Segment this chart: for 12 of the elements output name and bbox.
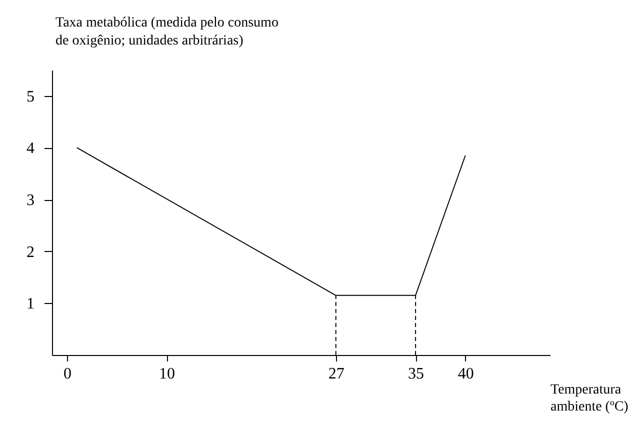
x-tick-label: 40 (458, 366, 474, 382)
y-axis-title: Taxa metabólica (medida pelo consumo de oxigênio; unidades arbitrárias) (56, 16, 278, 48)
x-tick-label: 10 (159, 366, 176, 382)
y-tick-label: 2 (26, 244, 34, 261)
x-tick-label: 27 (328, 366, 344, 382)
y-tick-label: 5 (26, 88, 34, 106)
y-tick-label: 1 (26, 296, 34, 313)
x-tick-label: 35 (408, 366, 424, 382)
y-tick-label: 3 (26, 192, 34, 210)
x-tick-label: 0 (63, 366, 72, 382)
y-tick-label: 4 (26, 140, 34, 158)
x-axis-title: Temperatura ambiente (ºC) (550, 382, 629, 414)
